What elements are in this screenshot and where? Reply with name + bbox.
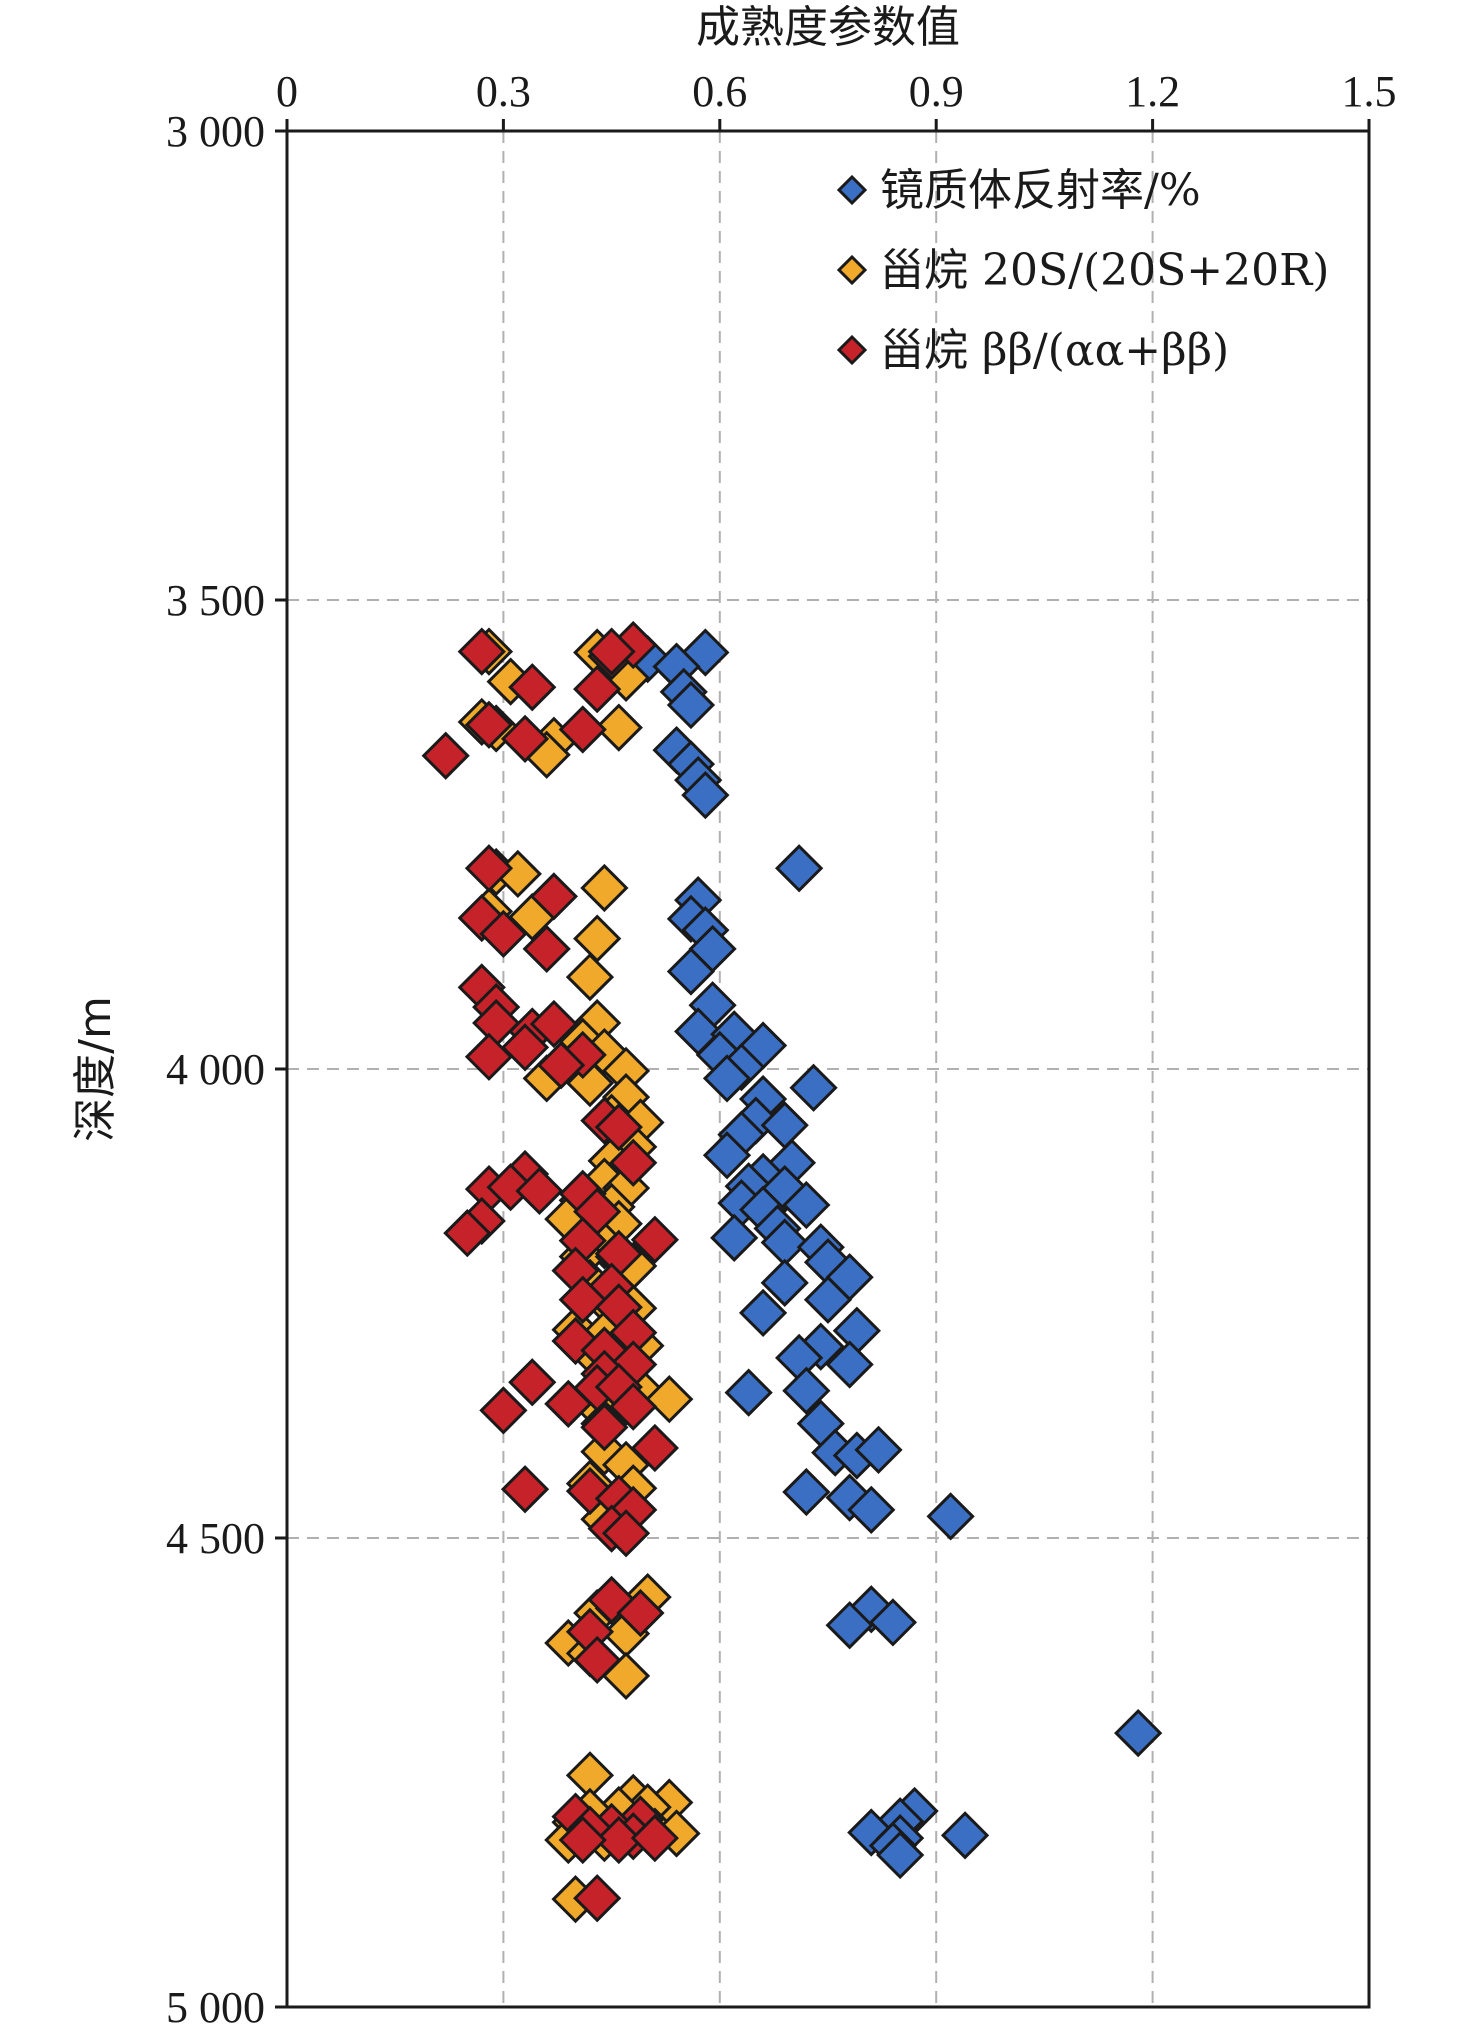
- data-point: [630, 1423, 680, 1473]
- data-point: [573, 914, 622, 963]
- data-point: [876, 1830, 925, 1880]
- data-point: [702, 1131, 752, 1180]
- data-point: [854, 1425, 903, 1474]
- data-point: [457, 627, 506, 676]
- x-tick-label: 0.3: [476, 67, 531, 116]
- data-point: [558, 1275, 607, 1324]
- data-point: [666, 680, 716, 730]
- y-tick-label: 5 000: [166, 1983, 265, 2032]
- x-tick-label: 0.9: [909, 67, 964, 116]
- data-point: [500, 714, 550, 763]
- legend-label: 镜质体反射率/%: [880, 165, 1201, 216]
- data-point: [609, 1138, 658, 1187]
- data-point: [508, 663, 557, 712]
- data-point: [522, 924, 571, 974]
- data-point: [616, 1588, 665, 1638]
- data-point: [738, 1288, 788, 1338]
- data-point: [594, 703, 643, 752]
- data-point: [580, 863, 629, 913]
- axes: 0 0.3 0.6 0.9 1.2 1.5 3 000 3 500 4 000 4 500 5 00…: [166, 67, 1397, 2032]
- legend-marker: [836, 254, 868, 286]
- data-points: [421, 620, 1163, 1924]
- data-point: [760, 1258, 809, 1307]
- data-point: [594, 1103, 643, 1152]
- data-point: [609, 1382, 658, 1431]
- legend-item: 甾烷 20S/(20S+20R): [836, 245, 1329, 296]
- data-point: [573, 664, 622, 714]
- legend: 镜质体反射率/% 甾烷 20S/(20S+20R) 甾烷 ββ/(αα+ββ): [836, 165, 1329, 376]
- grid-lines: [287, 131, 1369, 2007]
- data-point: [940, 1811, 990, 1860]
- data-point: [630, 1814, 680, 1863]
- legend-item: 镜质体反射率/%: [836, 165, 1201, 216]
- data-point: [825, 1340, 874, 1389]
- data-point: [825, 1601, 874, 1650]
- data-point: [500, 1465, 550, 1514]
- data-point: [479, 909, 528, 959]
- data-point: [580, 1403, 629, 1452]
- data-point: [558, 1815, 607, 1865]
- data-point: [601, 1509, 651, 1558]
- data-point: [573, 1635, 622, 1685]
- data-point: [464, 1032, 514, 1081]
- y-axis-title: 深度/m: [70, 996, 121, 1142]
- data-point: [565, 952, 615, 1002]
- data-point: [443, 1209, 492, 1258]
- data-point: [782, 1467, 831, 1517]
- data-point: [573, 1874, 622, 1923]
- data-point: [500, 1023, 550, 1072]
- data-point: [464, 844, 514, 893]
- y-tick-label: 3 500: [166, 576, 265, 625]
- data-point: [421, 731, 470, 780]
- data-point: [544, 1379, 593, 1428]
- legend-marker: [836, 174, 868, 206]
- data-point: [782, 1180, 831, 1230]
- data-point: [594, 1815, 643, 1865]
- data-point: [789, 1063, 838, 1112]
- data-point: [702, 1054, 752, 1103]
- data-point: [724, 1368, 773, 1417]
- data-point: [479, 1386, 528, 1435]
- x-tick-label: 1.5: [1342, 67, 1397, 116]
- data-point: [630, 1215, 680, 1264]
- data-point: [558, 705, 607, 754]
- data-point: [666, 947, 716, 996]
- x-tick-label: 1.2: [1125, 67, 1180, 116]
- y-tick-label: 4 500: [166, 1514, 265, 1563]
- data-point: [803, 1275, 853, 1324]
- legend-marker: [836, 334, 868, 366]
- series-1: [623, 628, 1163, 1880]
- data-point: [926, 1492, 975, 1541]
- data-point: [515, 1166, 564, 1216]
- legend-item: 甾烷 ββ/(αα+ββ): [836, 325, 1229, 376]
- legend-label: 甾烷 ββ/(αα+ββ): [880, 325, 1229, 376]
- legend-label: 甾烷 20S/(20S+20R): [880, 245, 1329, 296]
- data-point: [587, 627, 636, 676]
- x-tick-label: 0: [276, 67, 298, 116]
- data-point: [681, 770, 730, 820]
- data-point: [710, 1213, 759, 1262]
- data-point: [536, 1041, 586, 1090]
- data-point: [486, 1163, 535, 1212]
- x-axis-title: 成熟度参数值: [696, 2, 960, 53]
- x-tick-label: 0.6: [692, 67, 747, 116]
- data-point: [464, 700, 514, 749]
- data-point: [847, 1485, 896, 1534]
- data-point: [529, 872, 579, 921]
- series-3: [421, 620, 680, 1923]
- data-point: [529, 999, 579, 1049]
- data-point: [782, 1366, 831, 1415]
- data-point: [775, 844, 824, 893]
- data-point: [508, 1358, 557, 1407]
- y-tick-label: 4 000: [166, 1045, 265, 1094]
- data-point: [645, 1375, 694, 1424]
- data-point: [1114, 1708, 1163, 1758]
- data-point: [868, 1598, 918, 1647]
- y-tick-label: 3 000: [166, 107, 265, 156]
